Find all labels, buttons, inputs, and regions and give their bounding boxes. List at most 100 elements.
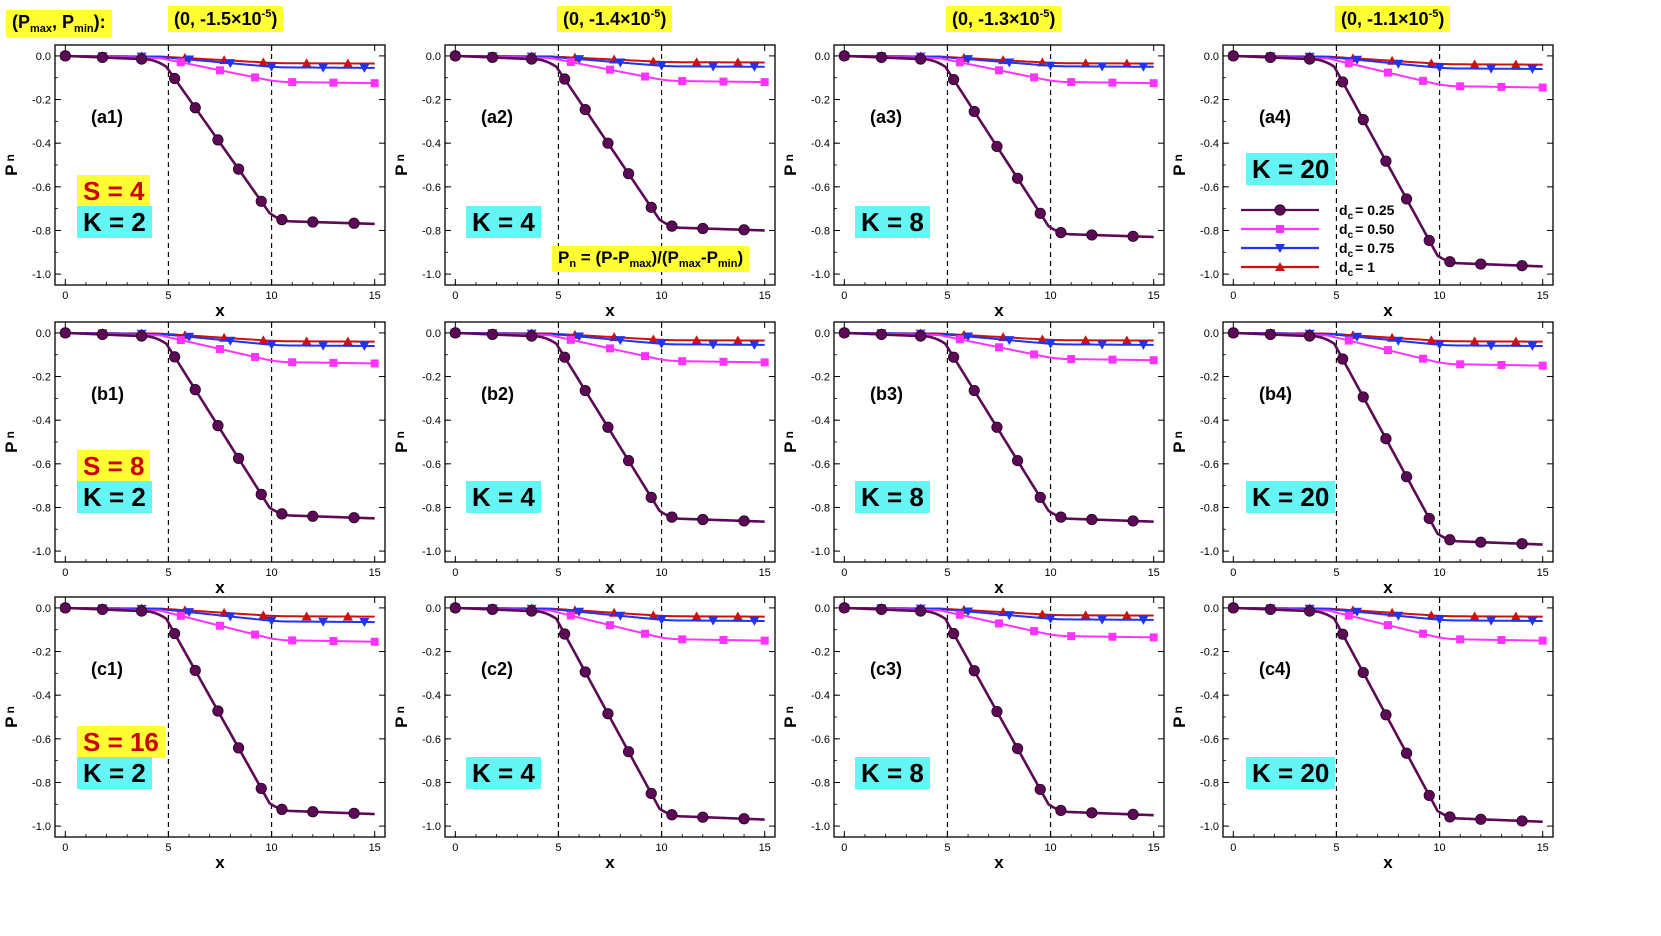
y-tick-label: -0.2 <box>811 372 830 384</box>
data-point-series-1 <box>1344 336 1353 345</box>
data-point-series-1 <box>251 352 260 361</box>
data-point-series-0 <box>526 53 538 65</box>
y-tick-label: -1.0 <box>811 269 830 281</box>
s-tag-row-a: S = 4 <box>77 175 151 207</box>
data-point-series-1 <box>1419 76 1428 85</box>
data-point-series-0 <box>1227 327 1239 339</box>
data-point-series-0 <box>1423 234 1435 247</box>
data-point-series-2 <box>1138 340 1149 350</box>
x-tick-label: 5 <box>165 567 171 579</box>
panel-label: (c4) <box>1259 659 1291 679</box>
data-point-series-2 <box>359 341 370 351</box>
data-point-series-2 <box>1434 63 1445 73</box>
data-point-series-0 <box>838 327 850 339</box>
x-axis-label: x <box>605 301 615 320</box>
data-point-series-1 <box>606 344 614 353</box>
data-point-series-0 <box>1034 783 1046 796</box>
data-point-series-2 <box>574 607 585 617</box>
panel-label: (a2) <box>481 107 513 127</box>
x-tick-label: 10 <box>655 567 667 579</box>
x-axis-label: x <box>1383 578 1393 597</box>
data-point-series-1 <box>216 344 224 353</box>
data-point-series-0 <box>579 666 591 678</box>
data-point-series-1 <box>288 78 297 87</box>
data-point-series-0 <box>189 664 201 677</box>
data-point-series-0 <box>212 705 224 717</box>
data-point-series-0 <box>169 72 181 85</box>
data-point-series-1 <box>641 352 650 361</box>
x-axis-label: x <box>1383 301 1393 320</box>
data-point-series-3 <box>1469 59 1480 69</box>
y-tick-label: -0.6 <box>811 459 830 471</box>
data-point-series-1 <box>1419 629 1428 638</box>
data-point-series-2 <box>1434 340 1445 350</box>
data-point-series-3 <box>258 610 269 620</box>
data-point-series-1 <box>216 621 224 630</box>
x-tick-label: 0 <box>62 567 68 579</box>
y-axis-label-subscript: n <box>782 154 796 161</box>
data-point-series-0 <box>1055 804 1067 817</box>
y-tick-label: -0.4 <box>1200 415 1219 427</box>
data-point-series-2 <box>708 340 719 350</box>
data-point-series-0 <box>991 421 1003 433</box>
k-tag-c2: K = 4 <box>466 757 541 789</box>
data-point-series-2 <box>708 62 719 72</box>
data-point-series-0 <box>622 746 635 758</box>
legend-label-subscript: c <box>1348 230 1354 241</box>
data-point-series-0 <box>96 51 109 64</box>
y-tick-label: -0.4 <box>32 138 51 150</box>
data-point-series-1 <box>1108 632 1117 641</box>
y-axis-label-subscript: n <box>393 431 407 438</box>
panel-label: (b4) <box>1259 384 1292 404</box>
data-point-series-2 <box>266 340 277 350</box>
y-tick-label: -0.6 <box>422 459 441 471</box>
data-point-series-0 <box>645 787 657 800</box>
y-tick-label: -0.4 <box>811 415 830 427</box>
data-point-series-0 <box>1475 536 1487 548</box>
panel-c4: 0.0 -0.2 -0.4 -0.6 -0.8 -1.0 0 5 10 15 x Pn (c4) <box>1170 596 1554 872</box>
data-point-series-3 <box>1469 611 1480 621</box>
data-point-series-0 <box>1227 602 1239 614</box>
data-point-series-0 <box>1400 193 1413 205</box>
data-point-series-2 <box>656 615 667 625</box>
data-point-series-0 <box>875 603 888 616</box>
y-tick-label: -0.4 <box>811 690 830 702</box>
x-tick-label: 15 <box>369 290 381 302</box>
y-tick-label: -0.4 <box>422 415 441 427</box>
data-point-series-1 <box>176 58 185 67</box>
column-header-4: (0, -1.1×10-5) <box>1335 6 1451 32</box>
data-point-series-0 <box>1516 260 1528 272</box>
data-point-series-2 <box>1486 341 1497 351</box>
data-point-series-2 <box>1004 58 1015 68</box>
data-point-series-0 <box>486 603 499 616</box>
x-tick-label: 15 <box>1537 567 1549 579</box>
data-point-series-0 <box>559 628 571 640</box>
x-tick-label: 5 <box>555 567 561 579</box>
data-point-series-0 <box>212 134 224 146</box>
data-point-series-0 <box>136 330 148 342</box>
x-axis-label: x <box>605 853 615 872</box>
legend-label-0: dc = 0.25 <box>1339 202 1395 222</box>
panel-label: (a4) <box>1259 107 1291 127</box>
y-tick-label: -1.0 <box>32 821 51 833</box>
y-tick-label: -0.6 <box>811 734 830 746</box>
data-point-series-1 <box>678 635 687 644</box>
y-tick-label: -0.2 <box>32 647 51 659</box>
y-axis-label-subscript: n <box>3 154 17 161</box>
data-point-series-0 <box>276 214 288 226</box>
y-axis-label-subscript: n <box>3 431 17 438</box>
data-point-series-1 <box>1108 78 1117 87</box>
x-tick-label: 15 <box>369 567 381 579</box>
data-point-series-0 <box>968 384 980 397</box>
data-point-series-0 <box>602 708 614 720</box>
data-point-series-0 <box>255 195 267 207</box>
y-tick-label: 0.0 <box>426 328 441 340</box>
y-tick-label: -0.8 <box>422 777 441 789</box>
data-point-series-2 <box>184 332 195 342</box>
data-point-series-0 <box>968 105 980 118</box>
data-point-series-2 <box>1045 339 1056 349</box>
data-point-series-3 <box>1510 59 1521 69</box>
data-point-series-0 <box>666 220 678 232</box>
data-point-series-2 <box>359 63 370 73</box>
data-point-series-2 <box>615 336 626 346</box>
